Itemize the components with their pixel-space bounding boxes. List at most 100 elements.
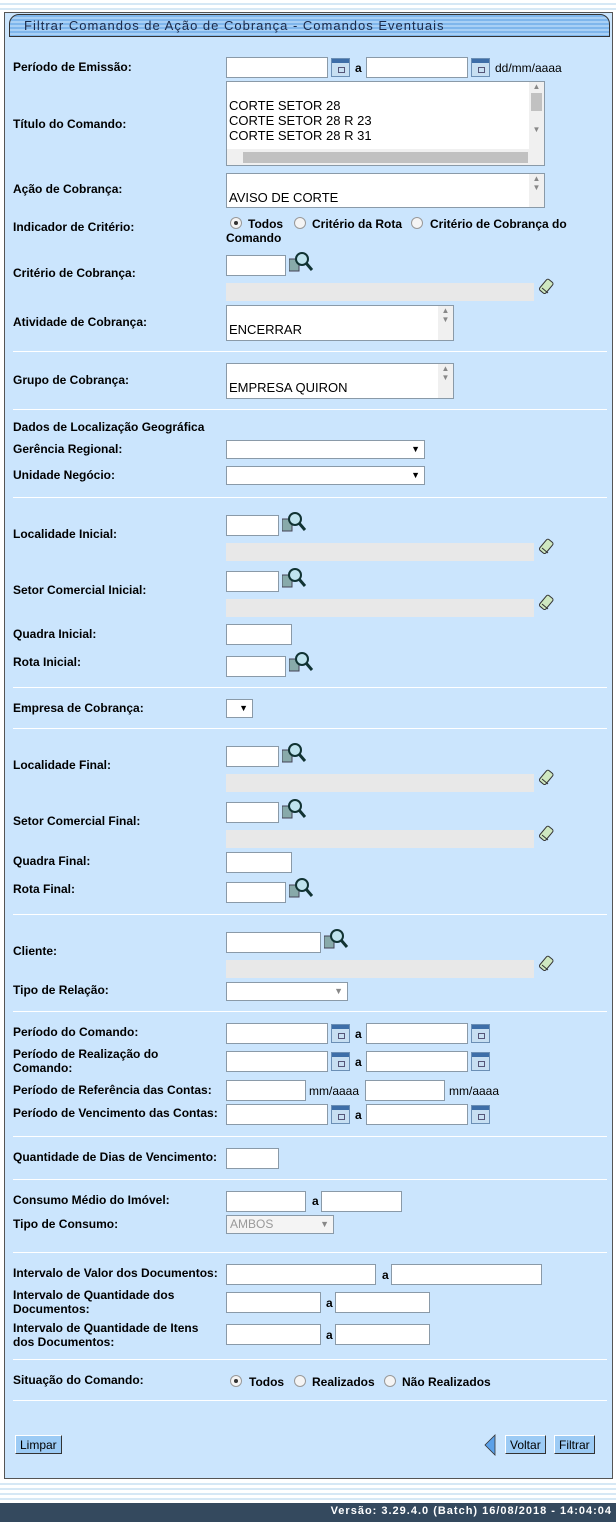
search-icon[interactable] xyxy=(282,798,306,820)
search-icon[interactable] xyxy=(289,651,313,673)
rota-final-label: Rota Final: xyxy=(13,882,75,896)
voltar-button[interactable]: Voltar xyxy=(505,1435,546,1454)
intervalo-qtd-itens-inicio-input[interactable] xyxy=(226,1324,321,1345)
search-icon[interactable] xyxy=(282,567,306,589)
rota-inicial-input[interactable] xyxy=(226,656,286,677)
calendar-icon[interactable] xyxy=(471,1105,490,1124)
divider xyxy=(13,351,607,352)
horizontal-scrollbar[interactable] xyxy=(227,149,544,165)
list-option[interactable]: AVISO DE CORTE xyxy=(229,190,339,205)
radio-situacao-todos[interactable] xyxy=(230,1375,242,1387)
list-option[interactable]: CORTE SETOR 28 xyxy=(229,98,341,113)
radio-realizados[interactable] xyxy=(294,1375,306,1387)
intervalo-qtd-docs-label: Intervalo de Quantidade dos xyxy=(13,1288,175,1302)
periodo-emissao-fim-input[interactable] xyxy=(366,57,468,78)
unidade-negocio-select[interactable]: ▼ xyxy=(226,466,425,485)
list-option[interactable]: ENCERRAR xyxy=(229,322,302,337)
acao-cobranca-listbox[interactable]: AVISO DE CORTE ▲ ▼ xyxy=(226,173,545,208)
calendar-icon[interactable] xyxy=(331,58,350,77)
radio-criterio-rota[interactable] xyxy=(294,217,306,229)
periodo-vencimento-fim-input[interactable] xyxy=(366,1104,468,1125)
divider xyxy=(13,914,607,915)
radio-todos[interactable] xyxy=(230,217,242,229)
atividade-cobranca-listbox[interactable]: ENCERRAR ▲ ▼ xyxy=(226,305,454,341)
periodo-referencia-fim-input[interactable] xyxy=(365,1080,445,1101)
tipo-relacao-select[interactable]: ▼ xyxy=(226,982,348,1001)
calendar-icon[interactable] xyxy=(331,1052,350,1071)
periodo-vencimento-label: Período de Vencimento das Contas: xyxy=(13,1106,218,1120)
periodo-realizacao-fim-input[interactable] xyxy=(366,1051,468,1072)
setor-comercial-inicial-input[interactable] xyxy=(226,571,279,592)
intervalo-qtd-docs-inicio-input[interactable] xyxy=(226,1292,321,1313)
search-icon[interactable] xyxy=(289,877,313,899)
empresa-cobranca-select[interactable]: ▼ xyxy=(226,699,253,718)
tipo-consumo-label: Tipo de Consumo: xyxy=(13,1217,119,1231)
localidade-final-input[interactable] xyxy=(226,746,279,767)
consumo-medio-fim-input[interactable] xyxy=(321,1191,402,1212)
search-icon[interactable] xyxy=(282,742,306,764)
calendar-icon[interactable] xyxy=(471,58,490,77)
month-format-hint: mm/aaaa xyxy=(449,1084,500,1098)
titulo-comando-listbox[interactable]: CORTE SETOR 28 CORTE SETOR 28 R 23 CORTE… xyxy=(226,81,545,166)
quadra-final-input[interactable] xyxy=(226,852,292,873)
eraser-icon[interactable] xyxy=(538,278,556,296)
eraser-icon[interactable] xyxy=(538,538,556,556)
consumo-medio-inicio-input[interactable] xyxy=(226,1191,306,1212)
radio-criterio-cobranca-comando[interactable] xyxy=(411,217,423,229)
rota-final-input[interactable] xyxy=(226,882,286,903)
search-icon[interactable] xyxy=(289,251,313,273)
search-icon[interactable] xyxy=(282,511,306,533)
setor-comercial-final-input[interactable] xyxy=(226,802,279,823)
range-separator: a xyxy=(355,61,362,75)
intervalo-valor-label: Intervalo de Valor dos Documentos: xyxy=(13,1266,218,1280)
list-option[interactable]: CORTE SETOR 28 R 31 xyxy=(229,128,372,143)
quadra-inicial-input[interactable] xyxy=(226,624,292,645)
list-option[interactable]: CORTE SETOR 28 R 23 xyxy=(229,113,372,128)
intervalo-qtd-itens-fim-input[interactable] xyxy=(335,1324,430,1345)
criterio-cobranca-input[interactable] xyxy=(226,255,286,276)
indicador-criterio-label: Indicador de Critério: xyxy=(13,220,135,234)
periodo-comando-inicio-input[interactable] xyxy=(226,1023,328,1044)
gerencia-regional-select[interactable]: ▼ xyxy=(226,440,425,459)
qtd-dias-vencimento-input[interactable] xyxy=(226,1148,279,1169)
eraser-icon[interactable] xyxy=(538,955,556,973)
calendar-icon[interactable] xyxy=(331,1024,350,1043)
eraser-icon[interactable] xyxy=(538,769,556,787)
periodo-referencia-inicio-input[interactable] xyxy=(226,1080,306,1101)
calendar-icon[interactable] xyxy=(471,1052,490,1071)
periodo-vencimento-inicio-input[interactable] xyxy=(226,1104,328,1125)
periodo-emissao-inicio-input[interactable] xyxy=(226,57,328,78)
periodo-comando-fim-input[interactable] xyxy=(366,1023,468,1044)
intervalo-valor-inicio-input[interactable] xyxy=(226,1264,376,1285)
quadra-inicial-label: Quadra Inicial: xyxy=(13,627,97,641)
grupo-cobranca-listbox[interactable]: EMPRESA QUIRON ▲ ▼ xyxy=(226,363,454,399)
setor-comercial-final-label: Setor Comercial Final: xyxy=(13,814,141,828)
calendar-icon[interactable] xyxy=(331,1105,350,1124)
vertical-scrollbar[interactable]: ▲ ▼ xyxy=(529,174,544,207)
vertical-scrollbar[interactable]: ▲ ▼ xyxy=(438,364,453,398)
search-icon[interactable] xyxy=(324,928,348,950)
vertical-scrollbar[interactable]: ▲ ▼ xyxy=(438,306,453,340)
list-option[interactable]: EMPRESA QUIRON xyxy=(229,380,348,395)
intervalo-qtd-docs-fim-input[interactable] xyxy=(335,1292,430,1313)
periodo-realizacao-inicio-input[interactable] xyxy=(226,1051,328,1072)
localidade-inicial-label: Localidade Inicial: xyxy=(13,527,118,541)
radio-nao-realizados[interactable] xyxy=(384,1375,396,1387)
filtrar-button[interactable]: Filtrar xyxy=(554,1435,595,1454)
consumo-medio-label: Consumo Médio do Imóvel: xyxy=(13,1193,170,1207)
calendar-icon[interactable] xyxy=(471,1024,490,1043)
eraser-icon[interactable] xyxy=(538,594,556,612)
back-arrow-icon[interactable] xyxy=(484,1434,496,1456)
cliente-descricao xyxy=(226,960,534,978)
tipo-consumo-select[interactable]: AMBOS ▼ xyxy=(226,1215,334,1234)
qtd-dias-vencimento-label: Quantidade de Dias de Vencimento: xyxy=(13,1150,218,1164)
localidade-inicial-input[interactable] xyxy=(226,515,279,536)
intervalo-valor-fim-input[interactable] xyxy=(391,1264,542,1285)
divider xyxy=(13,1011,607,1012)
vertical-scrollbar[interactable]: ▲ ▼ xyxy=(529,82,544,150)
cliente-input[interactable] xyxy=(226,932,321,953)
radio-label: Não Realizados xyxy=(402,1375,491,1389)
eraser-icon[interactable] xyxy=(538,825,556,843)
setor-comercial-inicial-label: Setor Comercial Inicial: xyxy=(13,583,147,597)
limpar-button[interactable]: Limpar xyxy=(15,1435,62,1454)
